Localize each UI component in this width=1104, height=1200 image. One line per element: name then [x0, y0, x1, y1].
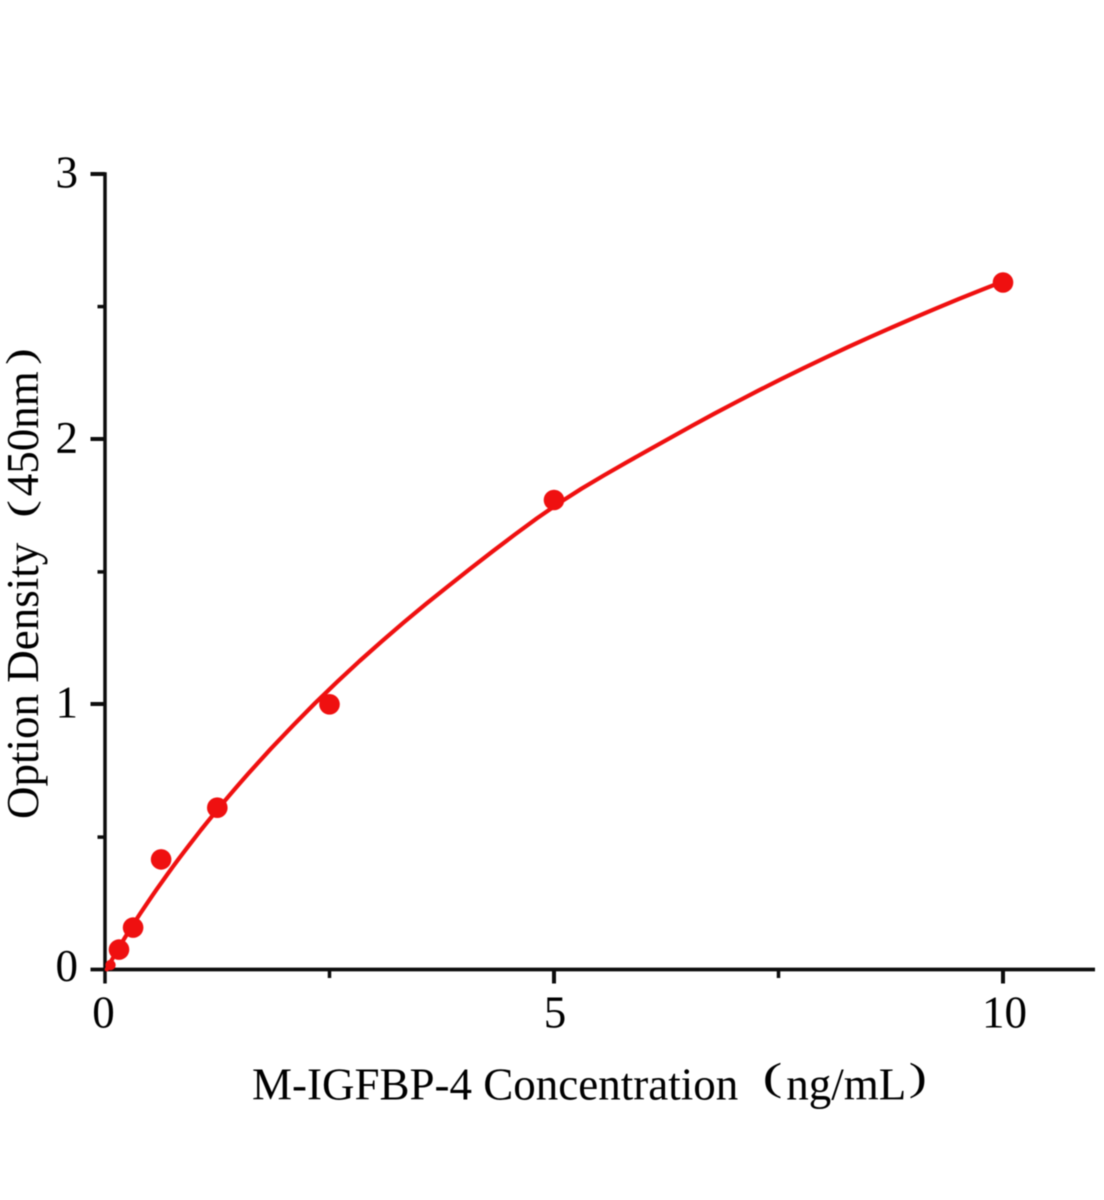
svg-text:10: 10	[982, 987, 1027, 1037]
svg-text:): )	[909, 1056, 927, 1099]
svg-text:(: (	[0, 500, 41, 518]
svg-text:Option Density: Option Density	[0, 542, 48, 819]
svg-text:2: 2	[56, 413, 79, 463]
svg-text:0: 0	[92, 987, 115, 1037]
svg-text:1: 1	[56, 678, 79, 728]
svg-text:0: 0	[56, 941, 79, 991]
svg-text:): )	[0, 348, 42, 365]
svg-text:(: (	[763, 1055, 783, 1099]
svg-text:ng/mL: ng/mL	[786, 1060, 906, 1110]
svg-text:M-IGFBP-4 Concentration: M-IGFBP-4 Concentration	[252, 1060, 738, 1110]
svg-text:450nm: 450nm	[0, 371, 48, 496]
svg-text:5: 5	[544, 987, 567, 1037]
svg-text:3: 3	[56, 148, 79, 198]
